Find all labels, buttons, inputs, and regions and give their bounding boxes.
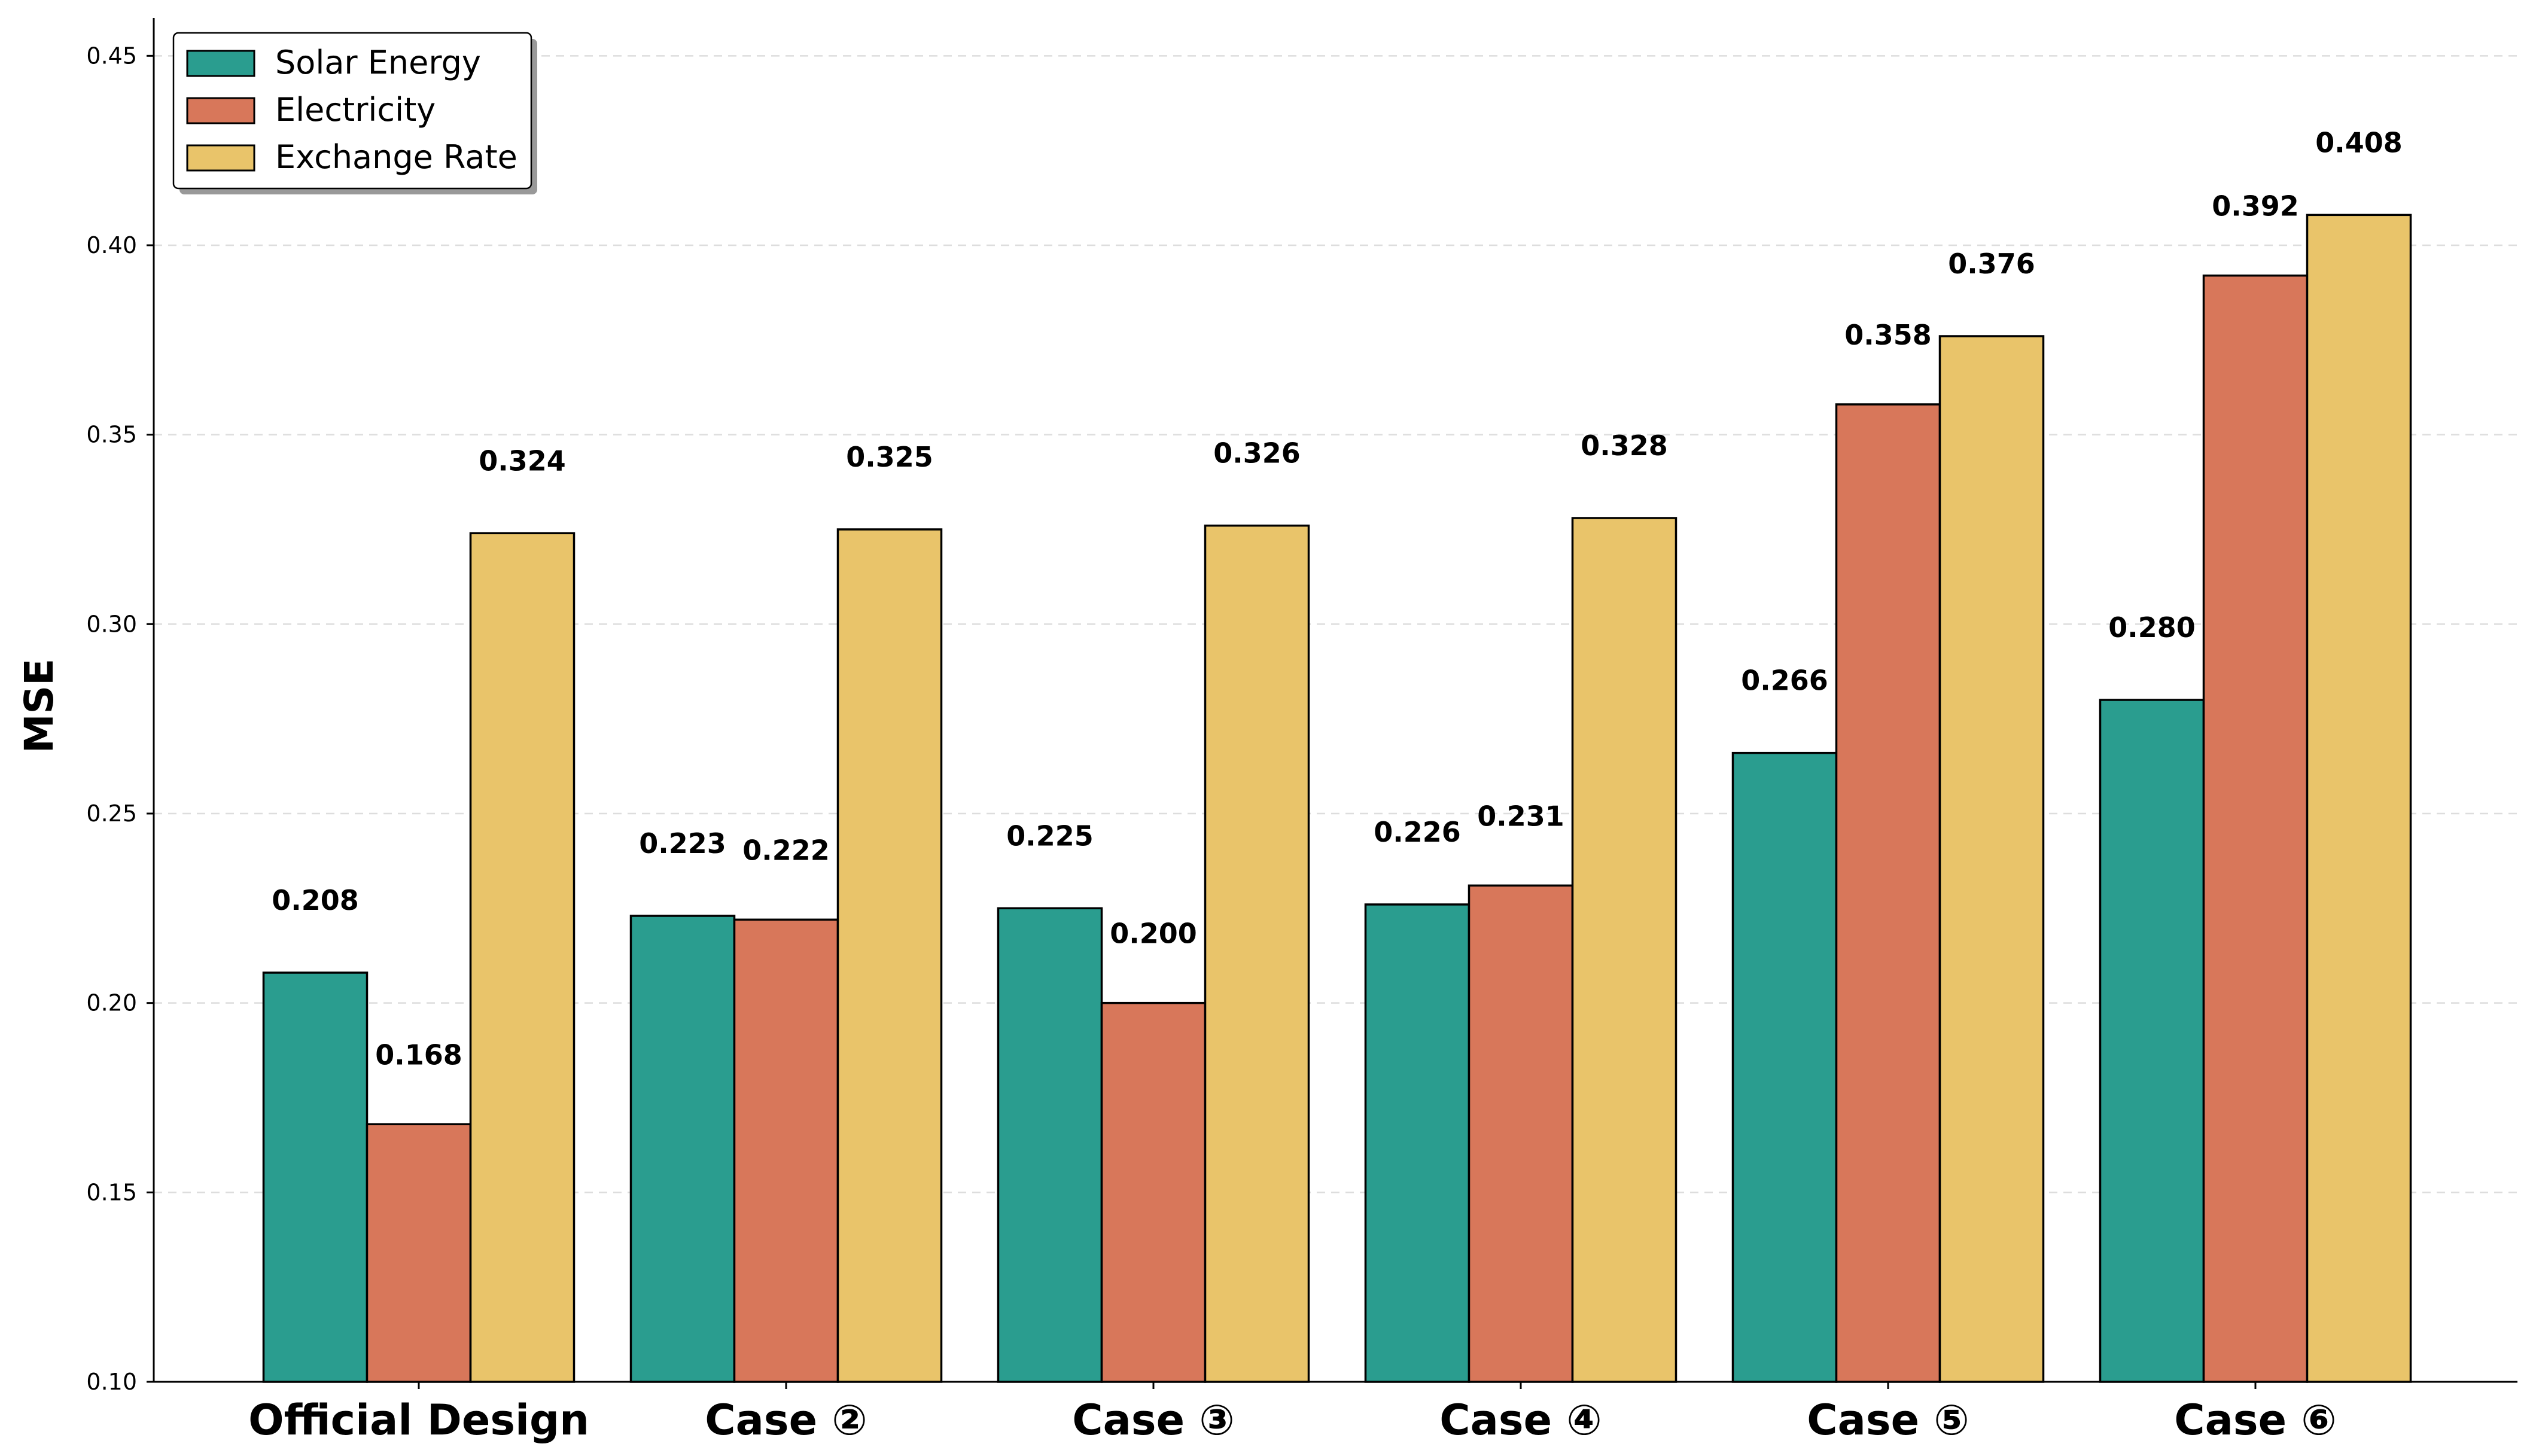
- value-label: 0.328: [1581, 430, 1668, 462]
- bars: [262, 214, 2412, 1383]
- legend-label: Exchange Rate: [275, 138, 517, 176]
- value-label: 0.200: [1110, 918, 1197, 950]
- legend: Solar Energy Electricity Exchange Rate: [172, 32, 537, 194]
- legend-swatch: [186, 97, 255, 124]
- y-axis-label: MSE: [16, 659, 62, 753]
- bar-solar-energy: [2099, 699, 2205, 1383]
- bar-exchange-rate: [1204, 524, 1310, 1383]
- x-ticks: Official Design Case ② Case ③ Case ④ Case ⑤ C…: [248, 1382, 2337, 1445]
- bar-exchange-rate: [1571, 517, 1677, 1383]
- y-tick-label: 0.30: [86, 611, 137, 637]
- value-label: 0.222: [742, 834, 830, 866]
- legend-swatch: [186, 144, 255, 172]
- value-label: 0.231: [1477, 800, 1564, 832]
- bar-solar-energy: [1364, 903, 1471, 1383]
- value-label: 0.408: [2315, 126, 2403, 159]
- value-label: 0.266: [1741, 665, 1828, 697]
- value-label: 0.376: [1948, 248, 2035, 280]
- y-tick-label: 0.40: [86, 232, 137, 258]
- y-tick-label: 0.35: [86, 422, 137, 448]
- value-label: 0.358: [1844, 319, 1932, 351]
- x-tick-label: Case ⑥: [2174, 1396, 2336, 1445]
- value-label: 0.392: [2212, 190, 2299, 223]
- value-label: 0.225: [1006, 820, 1094, 852]
- bar-electricity: [733, 918, 839, 1383]
- value-label: 0.324: [479, 444, 566, 477]
- bar-exchange-rate: [2306, 214, 2412, 1383]
- legend-label: Solar Energy: [275, 44, 481, 81]
- value-label: 0.208: [272, 884, 359, 916]
- bar-exchange-rate: [469, 532, 576, 1383]
- x-tick-label: Case ④: [1439, 1396, 1602, 1445]
- y-tick-label: 0.45: [86, 42, 137, 69]
- y-tick-label: 0.25: [86, 800, 137, 827]
- y-ticks: 0.10 0.15 0.20 0.25 0.30 0.35 0.40 0.45: [86, 42, 154, 1395]
- bar-solar-energy: [262, 971, 369, 1383]
- legend-box: [172, 32, 532, 190]
- value-label: 0.325: [846, 441, 933, 473]
- value-label: 0.226: [1374, 816, 1461, 848]
- y-tick-label: 0.20: [86, 990, 137, 1016]
- bar-solar-energy: [997, 907, 1103, 1383]
- x-tick-label: Case ②: [705, 1396, 867, 1445]
- value-label: 0.168: [375, 1038, 462, 1071]
- bar-electricity: [1835, 403, 1941, 1383]
- x-tick-label: Official Design: [248, 1396, 589, 1445]
- x-tick-label: Case ③: [1072, 1396, 1234, 1445]
- x-tick-label: Case ⑤: [1807, 1396, 1969, 1445]
- bar-solar-energy: [1731, 751, 1838, 1383]
- legend-label: Electricity: [275, 91, 436, 129]
- bar-exchange-rate: [836, 528, 943, 1383]
- value-label: 0.326: [1213, 437, 1301, 470]
- bar-solar-energy: [629, 915, 736, 1383]
- value-label: 0.223: [639, 827, 726, 860]
- bar-exchange-rate: [1938, 335, 2045, 1383]
- bar-electricity: [1100, 1001, 1207, 1383]
- bar-electricity: [1468, 884, 1574, 1383]
- y-tick-label: 0.15: [86, 1179, 137, 1205]
- value-label: 0.280: [2108, 611, 2196, 644]
- bar-electricity: [366, 1123, 472, 1383]
- value-labels: 0.208 0.168 0.324 0.223 0.222 0.325 0.225 0.200…: [272, 126, 2403, 1071]
- legend-swatch: [186, 50, 255, 77]
- y-tick-label: 0.10: [86, 1369, 137, 1395]
- bar-electricity: [2202, 274, 2309, 1383]
